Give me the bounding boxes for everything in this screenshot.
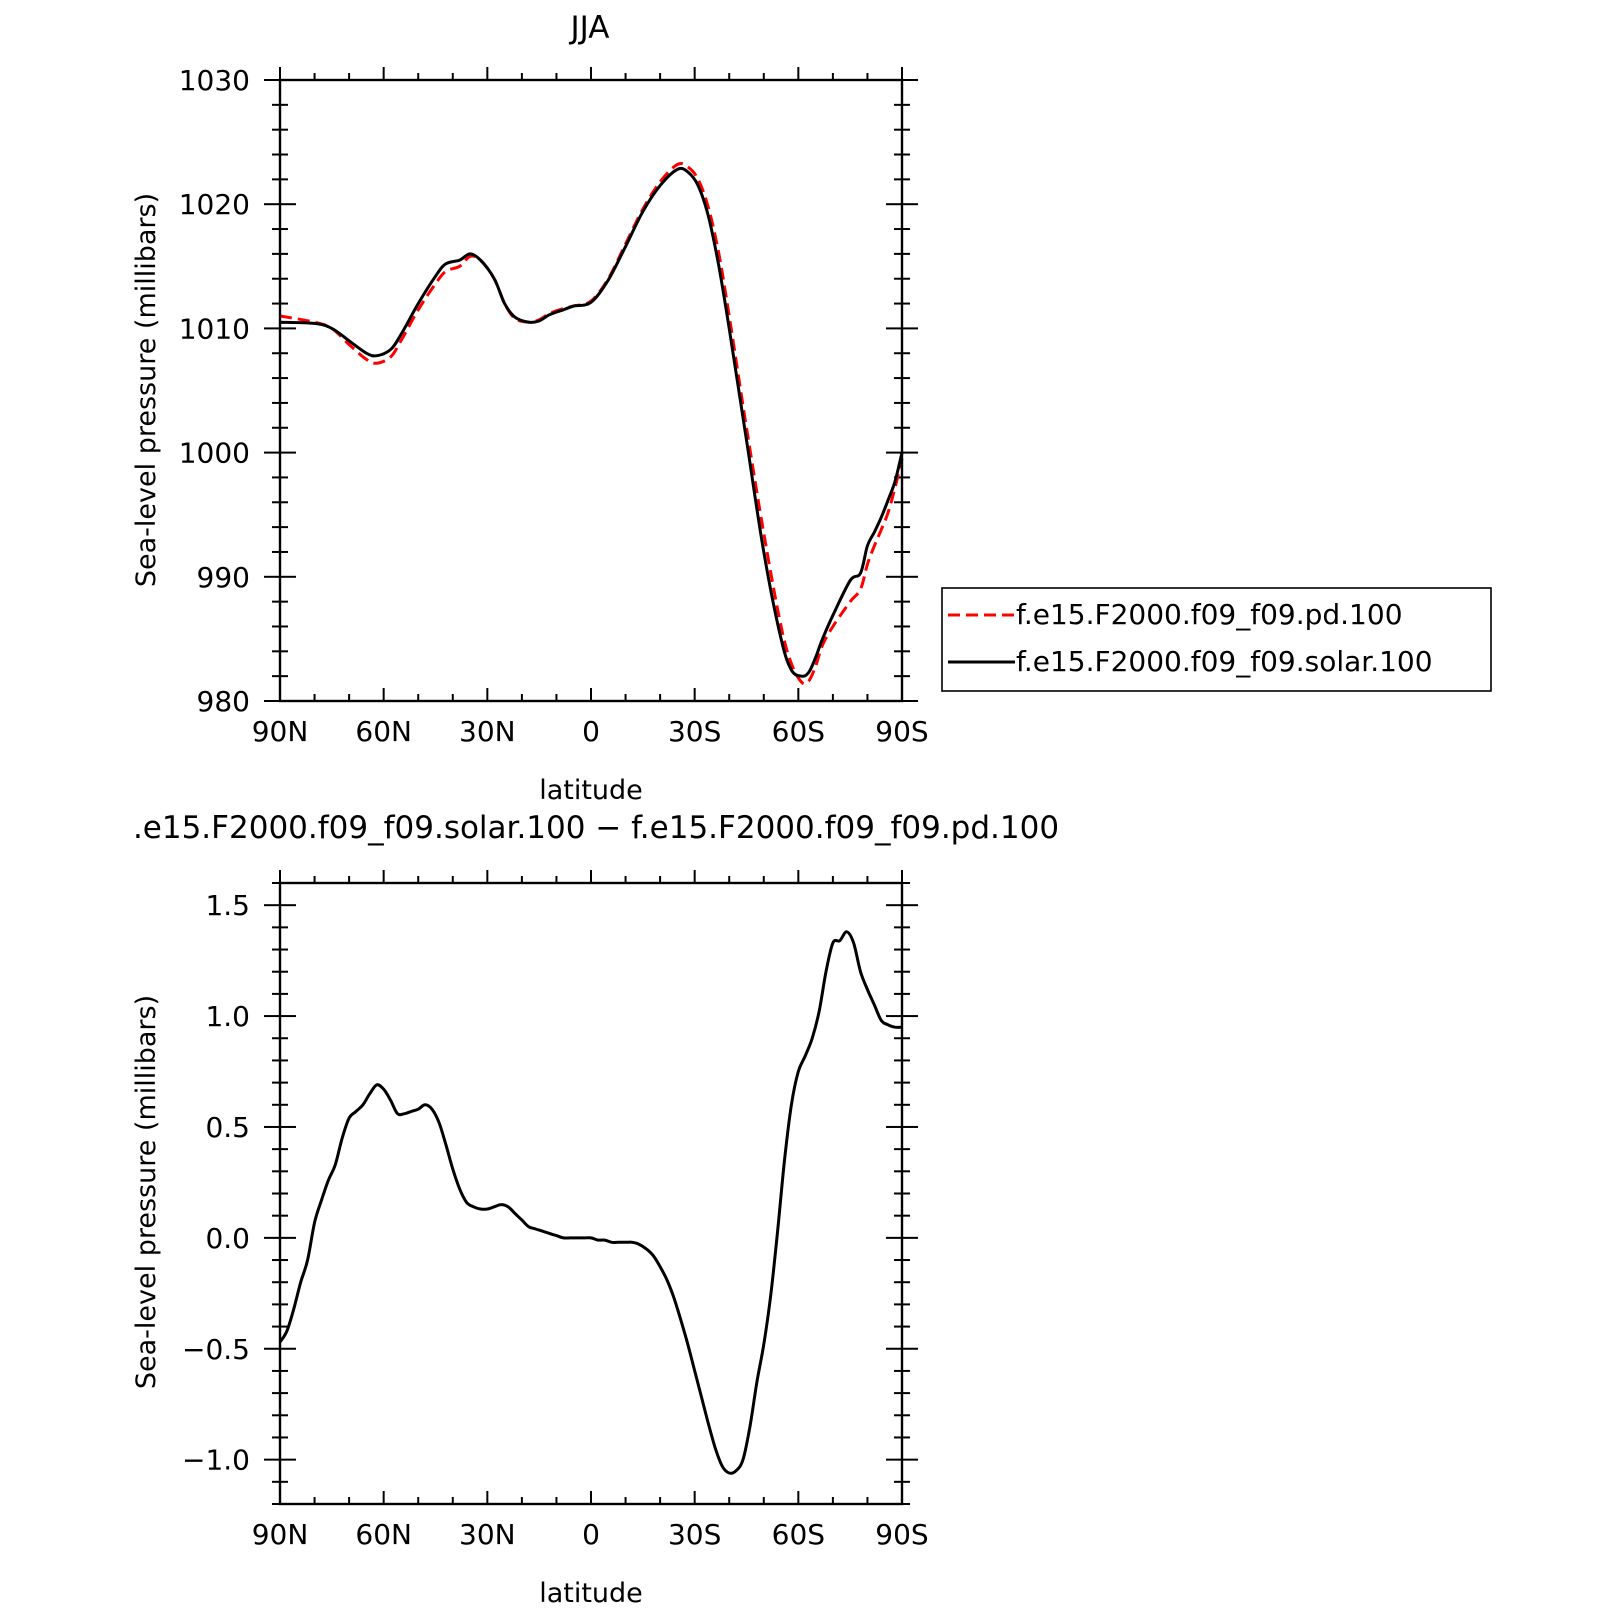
bottom-axis-ticks: 90N 60N 30N 0 30S 60S 90S −1.0 −0.5 0.0 0.5 1.0 1.5 [182, 870, 929, 1551]
top-plot-frame [278, 78, 904, 703]
top-y-tick-label: 980 [197, 685, 250, 718]
top-x-tick-label: 30S [668, 715, 721, 748]
top-y-axis-label: Sea-level pressure (millibars) [131, 193, 162, 587]
top-axis-ticks: 90N 60N 30N 0 30S 60S 90S 980 990 1000 1010 1020 103… [179, 64, 929, 748]
bottom-y-tick-label: −1.0 [182, 1444, 250, 1477]
bottom-x-tick-label: 30S [668, 1518, 721, 1551]
top-y-tick-label: 990 [197, 561, 250, 594]
top-x-axis-label: latitude [539, 775, 643, 806]
legend-box [941, 587, 1492, 692]
bottom-y-axis-label: Sea-level pressure (millibars) [131, 995, 162, 1389]
bottom-y-tick-label: 1.0 [205, 1000, 250, 1033]
bottom-x-tick-label: 60N [355, 1518, 412, 1551]
top-panel: JJA 90N 60N 30N 0 30S 60S 90S 980 990 1000 1010 102… [131, 10, 1492, 806]
bottom-x-tick-label: 90N [252, 1518, 309, 1551]
top-y-tick-label: 1030 [179, 64, 250, 97]
bottom-y-tick-label: 1.5 [205, 889, 250, 922]
bottom-series-lines [278, 930, 903, 1475]
top-chart-title: JJA [569, 10, 610, 46]
bottom-y-tick-label: 0.0 [205, 1222, 250, 1255]
top-series-line-1 [279, 166, 904, 678]
top-x-tick-label: 60N [355, 715, 412, 748]
top-x-tick-label: 30N [459, 715, 516, 748]
top-x-tick-label: 90N [252, 715, 309, 748]
bottom-x-tick-label: 0 [582, 1518, 600, 1551]
top-y-tick-label: 1000 [179, 437, 250, 470]
top-y-tick-label: 1010 [179, 312, 250, 345]
bottom-x-axis-label: latitude [539, 1578, 643, 1609]
legend: f.e15.F2000.f09_f09.pd.100 f.e15.F2000.f… [941, 587, 1492, 692]
bottom-panel: .e15.F2000.f09_f09.solar.100 − f.e15.F20… [131, 810, 1059, 1609]
top-series-line-0 [279, 161, 904, 686]
legend-label-pd: f.e15.F2000.f09_f09.pd.100 [1016, 598, 1403, 631]
top-x-tick-label: 90S [875, 715, 928, 748]
bottom-x-tick-label: 30N [459, 1518, 516, 1551]
bottom-series-line-0 [278, 930, 903, 1475]
top-x-tick-label: 0 [582, 715, 600, 748]
bottom-chart-title: .e15.F2000.f09_f09.solar.100 − f.e15.F20… [133, 810, 1059, 846]
bottom-x-tick-label: 90S [875, 1518, 928, 1551]
bottom-y-tick-label: −0.5 [182, 1333, 250, 1366]
top-y-tick-label: 1020 [179, 188, 250, 221]
bottom-plot-frame [278, 881, 904, 1506]
bottom-y-tick-label: 0.5 [205, 1111, 250, 1144]
top-x-tick-label: 60S [772, 715, 825, 748]
top-series-lines [279, 161, 904, 686]
bottom-x-tick-label: 60S [772, 1518, 825, 1551]
legend-label-solar: f.e15.F2000.f09_f09.solar.100 [1016, 645, 1433, 678]
